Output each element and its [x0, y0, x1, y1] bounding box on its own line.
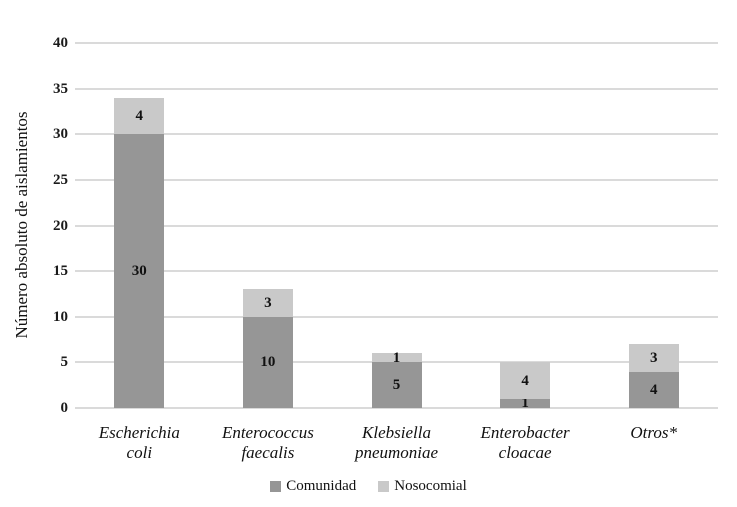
x-category-label-line: pneumoniae [354, 443, 439, 462]
x-category-label-line: faecalis [241, 443, 295, 462]
x-category-label: Klebsiella pneumoniae [332, 423, 462, 463]
bar-segment-nosocomial[interactable] [371, 353, 422, 363]
x-category-label-line: Enterobacter [480, 423, 570, 442]
bar-segment-comunidad[interactable] [114, 134, 165, 408]
bar-segment-comunidad[interactable] [628, 371, 679, 408]
y-tick-label: 20 [53, 217, 68, 234]
x-category-label-line: Escherichia [98, 423, 180, 442]
gridline [75, 42, 718, 44]
y-tick-label: 40 [53, 35, 68, 51]
bar-value-label: 30 [131, 263, 147, 280]
y-tick-label: 10 [53, 308, 68, 325]
y-tick-label: 30 [53, 126, 68, 143]
x-category-label-line: Enterococcus [221, 423, 314, 442]
legend-label: Nosocomial [394, 478, 467, 494]
x-category-label-line: Klebsiella [362, 423, 431, 442]
bar-segment-nosocomial[interactable] [242, 289, 293, 317]
bar-value-label: 1 [521, 395, 529, 412]
legend-swatch-icon [378, 481, 390, 492]
gridline [75, 407, 718, 409]
y-tick-label: 5 [60, 354, 69, 371]
bar-value-label: 4 [521, 372, 529, 389]
bar-value-label: 4 [649, 381, 658, 398]
x-category-label-line: coli [126, 443, 153, 462]
legend-label: Comunidad [286, 478, 357, 494]
bar-value-label: 4 [135, 108, 144, 124]
bar-value-label: 3 [649, 349, 658, 366]
x-category-label-line: cloacae [498, 443, 552, 462]
x-category-label: Escherichia coli [74, 423, 204, 463]
x-category-label: Enterobacter cloacae [460, 423, 590, 463]
bar-value-label: 5 [392, 377, 401, 394]
gridline [75, 270, 718, 273]
bar-segment-nosocomial[interactable] [628, 344, 679, 372]
bar-segment-comunidad[interactable] [500, 398, 551, 408]
x-category-label-line: Otros* [630, 423, 677, 442]
gridline [75, 133, 718, 136]
legend: Comunidad Nosocomial [0, 478, 737, 495]
legend-item-comunidad[interactable]: Comunidad [270, 478, 356, 495]
gridline [75, 315, 718, 318]
y-tick-label: 0 [60, 400, 69, 416]
bar-value-label: 3 [264, 295, 272, 312]
bar-segment-nosocomial[interactable] [114, 97, 165, 135]
bar-value-label: 1 [392, 349, 401, 366]
y-tick-label: 35 [53, 80, 68, 97]
bar-segment-comunidad[interactable] [371, 362, 422, 408]
legend-item-nosocomial[interactable]: Nosocomial [378, 478, 467, 495]
gridline [75, 87, 718, 90]
y-tick-label: 15 [53, 263, 68, 280]
bar-value-label: 10 [260, 354, 276, 371]
x-category-label: Otros* [589, 423, 719, 443]
bar-segment-nosocomial[interactable] [500, 362, 551, 399]
gridline [75, 178, 718, 181]
gridline [75, 224, 718, 227]
bar-segment-comunidad[interactable] [242, 316, 293, 408]
y-tick-label: 25 [53, 171, 68, 188]
x-category-label: Enterococcus faecalis [203, 423, 333, 463]
legend-swatch-icon [270, 481, 282, 492]
